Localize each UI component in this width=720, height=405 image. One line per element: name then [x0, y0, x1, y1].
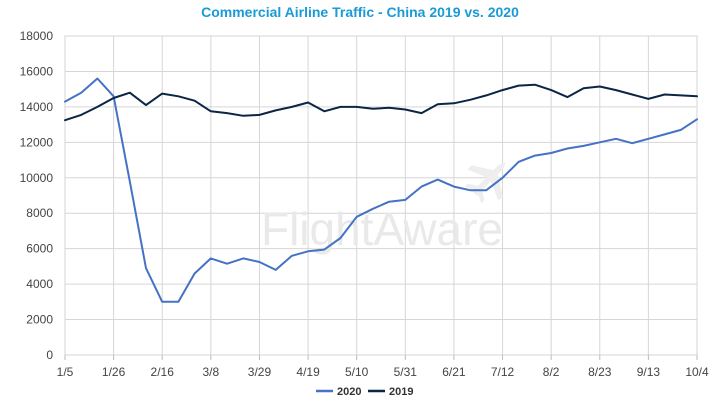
x-tick-label: 1/26	[102, 365, 126, 379]
x-tick-label: 8/23	[588, 365, 612, 379]
x-tick-label: 6/21	[442, 365, 466, 379]
x-tick-label: 5/10	[345, 365, 369, 379]
series-line-2019	[64, 83, 698, 122]
x-tick-label: 3/29	[248, 365, 272, 379]
x-tick-label: 5/31	[394, 365, 418, 379]
y-tick-label: 10000	[20, 171, 54, 185]
watermark-text: FlightAware	[261, 203, 503, 255]
x-tick-label: 7/12	[491, 365, 515, 379]
x-tick-label: 2/16	[151, 365, 175, 379]
axes: 0 2000 4000 6000 8000 10000 12000 14000 16000 180…	[20, 29, 709, 379]
chart-title: Commercial Airline Traffic - China 2019 …	[201, 4, 519, 20]
legend-label-2020: 2020	[337, 386, 361, 398]
x-tick-label: 4/19	[296, 365, 320, 379]
y-tick-label: 12000	[20, 135, 54, 149]
y-tick-label: 14000	[20, 100, 54, 114]
y-tick-label: 8000	[26, 206, 53, 220]
x-tick-label: 10/4	[685, 365, 709, 379]
series-lines	[64, 77, 698, 303]
y-tick-label: 16000	[20, 64, 54, 78]
y-tick-label: 4000	[26, 277, 53, 291]
plot-area-border	[64, 35, 698, 356]
airplane-watermark-icon	[464, 162, 506, 204]
watermark: FlightAware	[261, 162, 506, 255]
x-tick-label: 9/13	[637, 365, 661, 379]
legend: 2020 2019	[316, 386, 413, 398]
series-line-2020	[64, 77, 698, 303]
x-tick-label: 3/8	[203, 365, 220, 379]
y-tick-label: 6000	[26, 242, 53, 256]
y-tick-label: 18000	[20, 29, 54, 43]
x-tick-label: 1/5	[57, 365, 74, 379]
legend-label-2019: 2019	[389, 386, 413, 398]
y-tick-label: 2000	[26, 313, 53, 327]
x-tick-label: 8/2	[543, 365, 560, 379]
gridlines	[64, 35, 698, 356]
y-tick-label: 0	[46, 348, 53, 362]
